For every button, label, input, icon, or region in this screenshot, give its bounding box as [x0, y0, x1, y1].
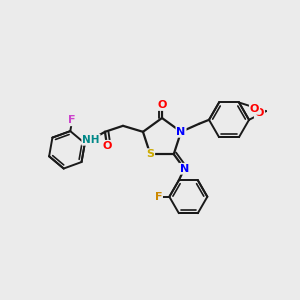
Text: O: O	[255, 109, 264, 118]
Text: S: S	[146, 149, 154, 159]
Text: O: O	[157, 100, 167, 110]
Text: NH: NH	[82, 135, 100, 145]
Text: F: F	[154, 192, 162, 202]
Text: O: O	[102, 141, 112, 151]
Text: N: N	[176, 127, 186, 137]
Text: N: N	[180, 164, 189, 174]
Text: O: O	[250, 104, 259, 114]
Text: F: F	[68, 115, 76, 125]
